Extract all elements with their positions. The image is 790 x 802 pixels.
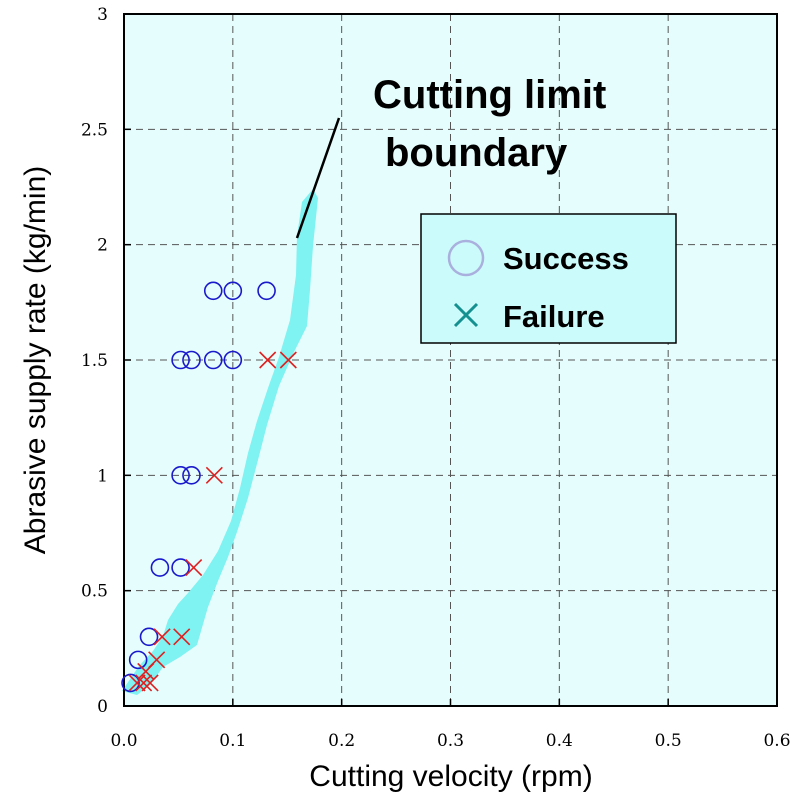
y-tick-label: 0 <box>97 697 108 717</box>
y-tick-label: 2 <box>97 236 108 256</box>
cutting-limit-band <box>122 189 318 695</box>
x-tick-label: 0.0 <box>110 731 137 751</box>
legend-failure-label: Failure <box>503 299 605 334</box>
success-point <box>128 650 148 670</box>
success-point <box>223 281 243 301</box>
x-tick-label: 0.2 <box>328 731 355 751</box>
x-tick-labels: 0.0 0.1 0.2 0.3 0.4 0.5 0.6 <box>110 731 790 751</box>
y-tick-labels: 0 0.5 1 1.5 2 2.5 3 <box>81 5 108 717</box>
y-axis-title: Abrasive supply rate (kg/min) <box>19 166 52 554</box>
x-tick-label: 0.3 <box>437 731 464 751</box>
y-tick-label: 2.5 <box>81 120 108 140</box>
legend-failure-marker <box>453 302 479 328</box>
failure-point <box>173 628 191 646</box>
success-point <box>182 350 201 370</box>
y-tick-label: 1.5 <box>81 351 108 371</box>
annotation-leader-line <box>295 117 341 239</box>
failure-point <box>153 628 171 646</box>
failure-point <box>279 351 297 369</box>
failure-point <box>128 674 146 692</box>
y-tick-label: 1 <box>97 466 108 486</box>
success-point <box>171 558 190 577</box>
legend-box <box>420 213 677 344</box>
success-point <box>257 281 276 301</box>
data-points <box>121 281 297 693</box>
success-point <box>171 466 190 485</box>
success-point <box>171 350 190 370</box>
success-point <box>203 350 223 370</box>
failure-point <box>135 674 153 692</box>
legend-success-marker <box>447 239 485 277</box>
y-tick-label: 3 <box>97 5 108 25</box>
legend-success-label: Success <box>503 241 629 276</box>
y-tick-label: 0.5 <box>81 582 108 602</box>
x-tick-label: 0.4 <box>546 731 573 751</box>
success-point <box>203 281 223 301</box>
success-point <box>121 673 140 693</box>
x-axis-title: Cutting velocity (rpm) <box>309 760 592 793</box>
axis-ticks <box>123 13 778 707</box>
failure-point <box>141 674 159 692</box>
failure-point <box>185 559 203 577</box>
x-tick-label: 0.5 <box>655 731 682 751</box>
failure-point <box>205 466 223 484</box>
success-point <box>150 558 170 577</box>
annotation-line-2: boundary <box>385 131 568 175</box>
x-tick-label: 0.1 <box>219 731 246 751</box>
success-point <box>223 350 243 370</box>
annotation-line-1: Cutting limit <box>373 73 606 117</box>
legend: Success Failure <box>420 213 677 344</box>
x-tick-label: 0.6 <box>763 731 790 751</box>
failure-point <box>148 651 166 669</box>
success-point <box>182 466 201 485</box>
success-point <box>139 627 159 647</box>
failure-point <box>259 351 277 369</box>
